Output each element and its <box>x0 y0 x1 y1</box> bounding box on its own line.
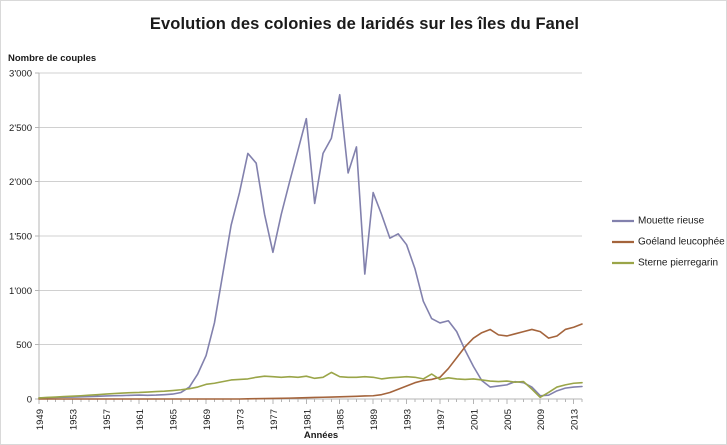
x-tick-label: 1957 <box>102 409 113 430</box>
x-tick-label: 1981 <box>302 409 313 430</box>
y-tick-label: 500 <box>16 340 32 351</box>
y-tick-label: 3'000 <box>9 69 32 80</box>
y-tick-label: 2'500 <box>9 123 32 134</box>
x-tick-label: 2013 <box>570 409 581 430</box>
x-tick-label: 1949 <box>35 409 46 430</box>
x-tick-label: 1997 <box>436 409 447 430</box>
x-tick-label: 1973 <box>235 409 246 430</box>
series-line-0 <box>38 93 583 399</box>
y-tick-label: 1'000 <box>9 286 32 297</box>
chart-legend: Mouette rieuse Goéland leucophée Sterne pi… <box>612 216 725 269</box>
y-tick-label: 2'000 <box>9 177 32 188</box>
x-axis-ticks: 1949 1953 1957 1961 1965 1969 1973 1977 1981 1985… <box>35 399 583 430</box>
x-tick-label: 2001 <box>469 409 480 430</box>
x-tick-label: 1989 <box>369 409 380 430</box>
x-tick-label: 1985 <box>336 409 347 430</box>
x-tick-label: 1961 <box>135 409 146 430</box>
y-axis-ticks: 0 500 1'000 1'500 2'000 2'500 3'000 <box>9 69 39 406</box>
y-tick-label: 1'500 <box>9 232 32 243</box>
gridlines <box>38 72 582 400</box>
x-axis-title: Années <box>303 430 339 441</box>
x-tick-label: 1977 <box>269 409 280 430</box>
data-series <box>38 93 583 400</box>
x-tick-label: 2005 <box>503 409 514 430</box>
chart-title: Evolution des colonies de laridés sur le… <box>149 15 580 33</box>
legend-label: Sterne pierregarin <box>638 258 718 269</box>
legend-label: Mouette rieuse <box>638 216 705 227</box>
x-tick-label: 1993 <box>403 409 414 430</box>
x-tick-label: 1969 <box>202 409 213 430</box>
legend-label: Goéland leucophée <box>638 237 725 248</box>
x-tick-label: 2009 <box>536 409 547 430</box>
series-line-1 <box>38 323 583 400</box>
x-tick-label: 1953 <box>68 409 79 430</box>
series-line-2 <box>38 371 583 399</box>
x-tick-label: 1965 <box>169 409 180 430</box>
y-tick-label: 0 <box>27 395 32 406</box>
y-axis-title: Nombre de couples <box>8 53 97 64</box>
